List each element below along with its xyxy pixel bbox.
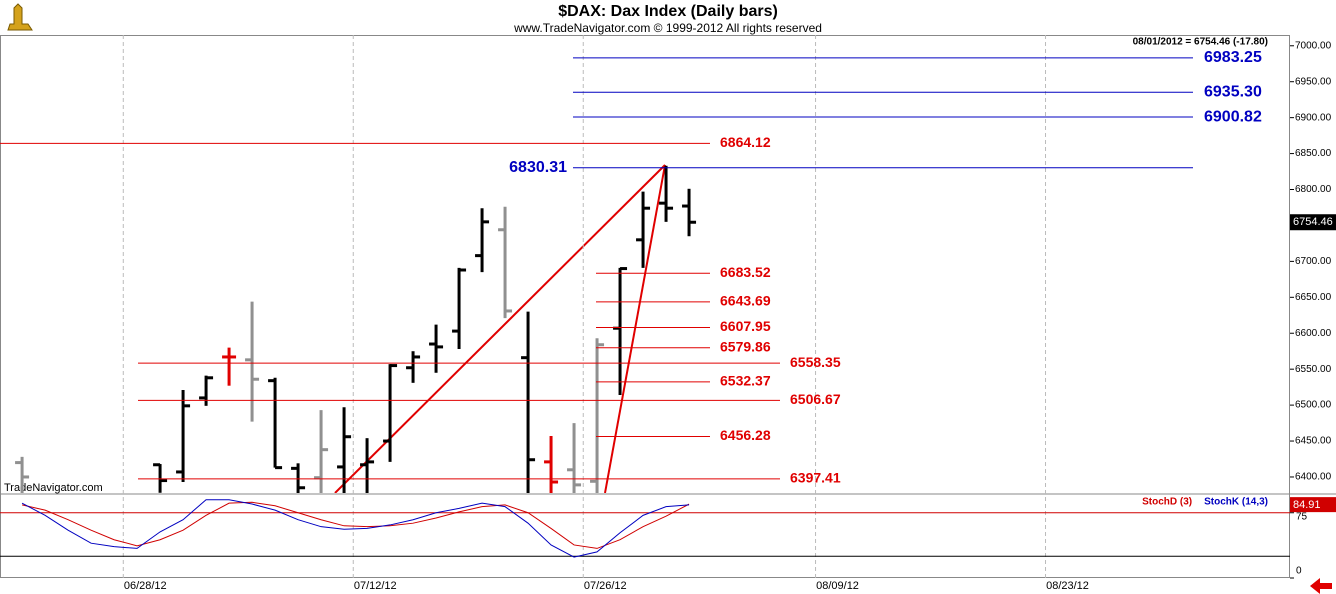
level-label: 6683.52	[720, 264, 771, 280]
level-label: 6506.67	[790, 391, 841, 407]
chart-title: $DAX: Dax Index (Daily bars)	[558, 3, 778, 20]
trend-line	[604, 164, 666, 493]
level-label: 6983.25	[1204, 49, 1262, 66]
last-price-box	[1290, 214, 1336, 231]
legend-label: StochK (14,3)	[1204, 497, 1268, 508]
stoch-line	[21, 499, 690, 558]
logo	[7, 3, 33, 31]
x-tick-label: 08/09/12	[816, 580, 859, 592]
y-tick-label: 6700.00	[1295, 256, 1332, 267]
price-bars	[15, 165, 697, 493]
y-tick-label: 6400.00	[1295, 472, 1332, 483]
scroll-arrow[interactable]	[1310, 578, 1332, 594]
level-label: 6864.12	[720, 134, 771, 150]
y-tick-label: 6800.00	[1295, 184, 1332, 195]
level-label: 6607.95	[720, 318, 771, 334]
y-tick-label: 6450.00	[1295, 436, 1332, 447]
level-label: 6935.30	[1204, 83, 1262, 100]
legend-label: StochD (3)	[1142, 497, 1192, 508]
x-tick-label: 07/26/12	[584, 580, 627, 592]
y-tick-label: 6500.00	[1295, 400, 1332, 411]
x-tick-label: 07/12/12	[354, 580, 397, 592]
y-tick-label: 6850.00	[1295, 148, 1332, 159]
y-tick-label: 7000.00	[1295, 40, 1332, 51]
y-tick-label: 6950.00	[1295, 76, 1332, 87]
y-tick-label: 0	[1296, 566, 1302, 577]
level-label: 6579.86	[720, 338, 771, 354]
x-tick-label: 08/23/12	[1046, 580, 1089, 592]
value-box	[1290, 497, 1336, 513]
level-label: 6558.35	[790, 354, 841, 370]
chart-subtitle: www.TradeNavigator.com © 1999-2012 All r…	[513, 21, 822, 35]
stoch-line	[21, 501, 690, 549]
y-tick-label: 6600.00	[1295, 328, 1332, 339]
x-tick-label: 06/28/12	[124, 580, 167, 592]
y-tick-label: 6650.00	[1295, 292, 1332, 303]
level-label: 6456.28	[720, 427, 771, 443]
last-price: 6754.46	[1293, 216, 1333, 228]
y-tick-label: 75	[1296, 511, 1308, 522]
level-label: 6900.82	[1204, 108, 1262, 125]
plot-frame	[0, 35, 1290, 578]
level-label: 6397.41	[790, 470, 841, 486]
watermark: TradeNavigator.com	[4, 482, 103, 494]
level-label: 6532.37	[720, 373, 771, 389]
y-tick-label: 6550.00	[1295, 364, 1332, 375]
value-label: 84.91	[1293, 499, 1321, 511]
last-price-note: 08/01/2012 = 6754.46 (-17.80)	[1133, 37, 1268, 48]
level-label: 6643.69	[720, 293, 771, 309]
level-label: 6830.31	[509, 159, 567, 176]
y-tick-label: 6900.00	[1295, 112, 1332, 123]
